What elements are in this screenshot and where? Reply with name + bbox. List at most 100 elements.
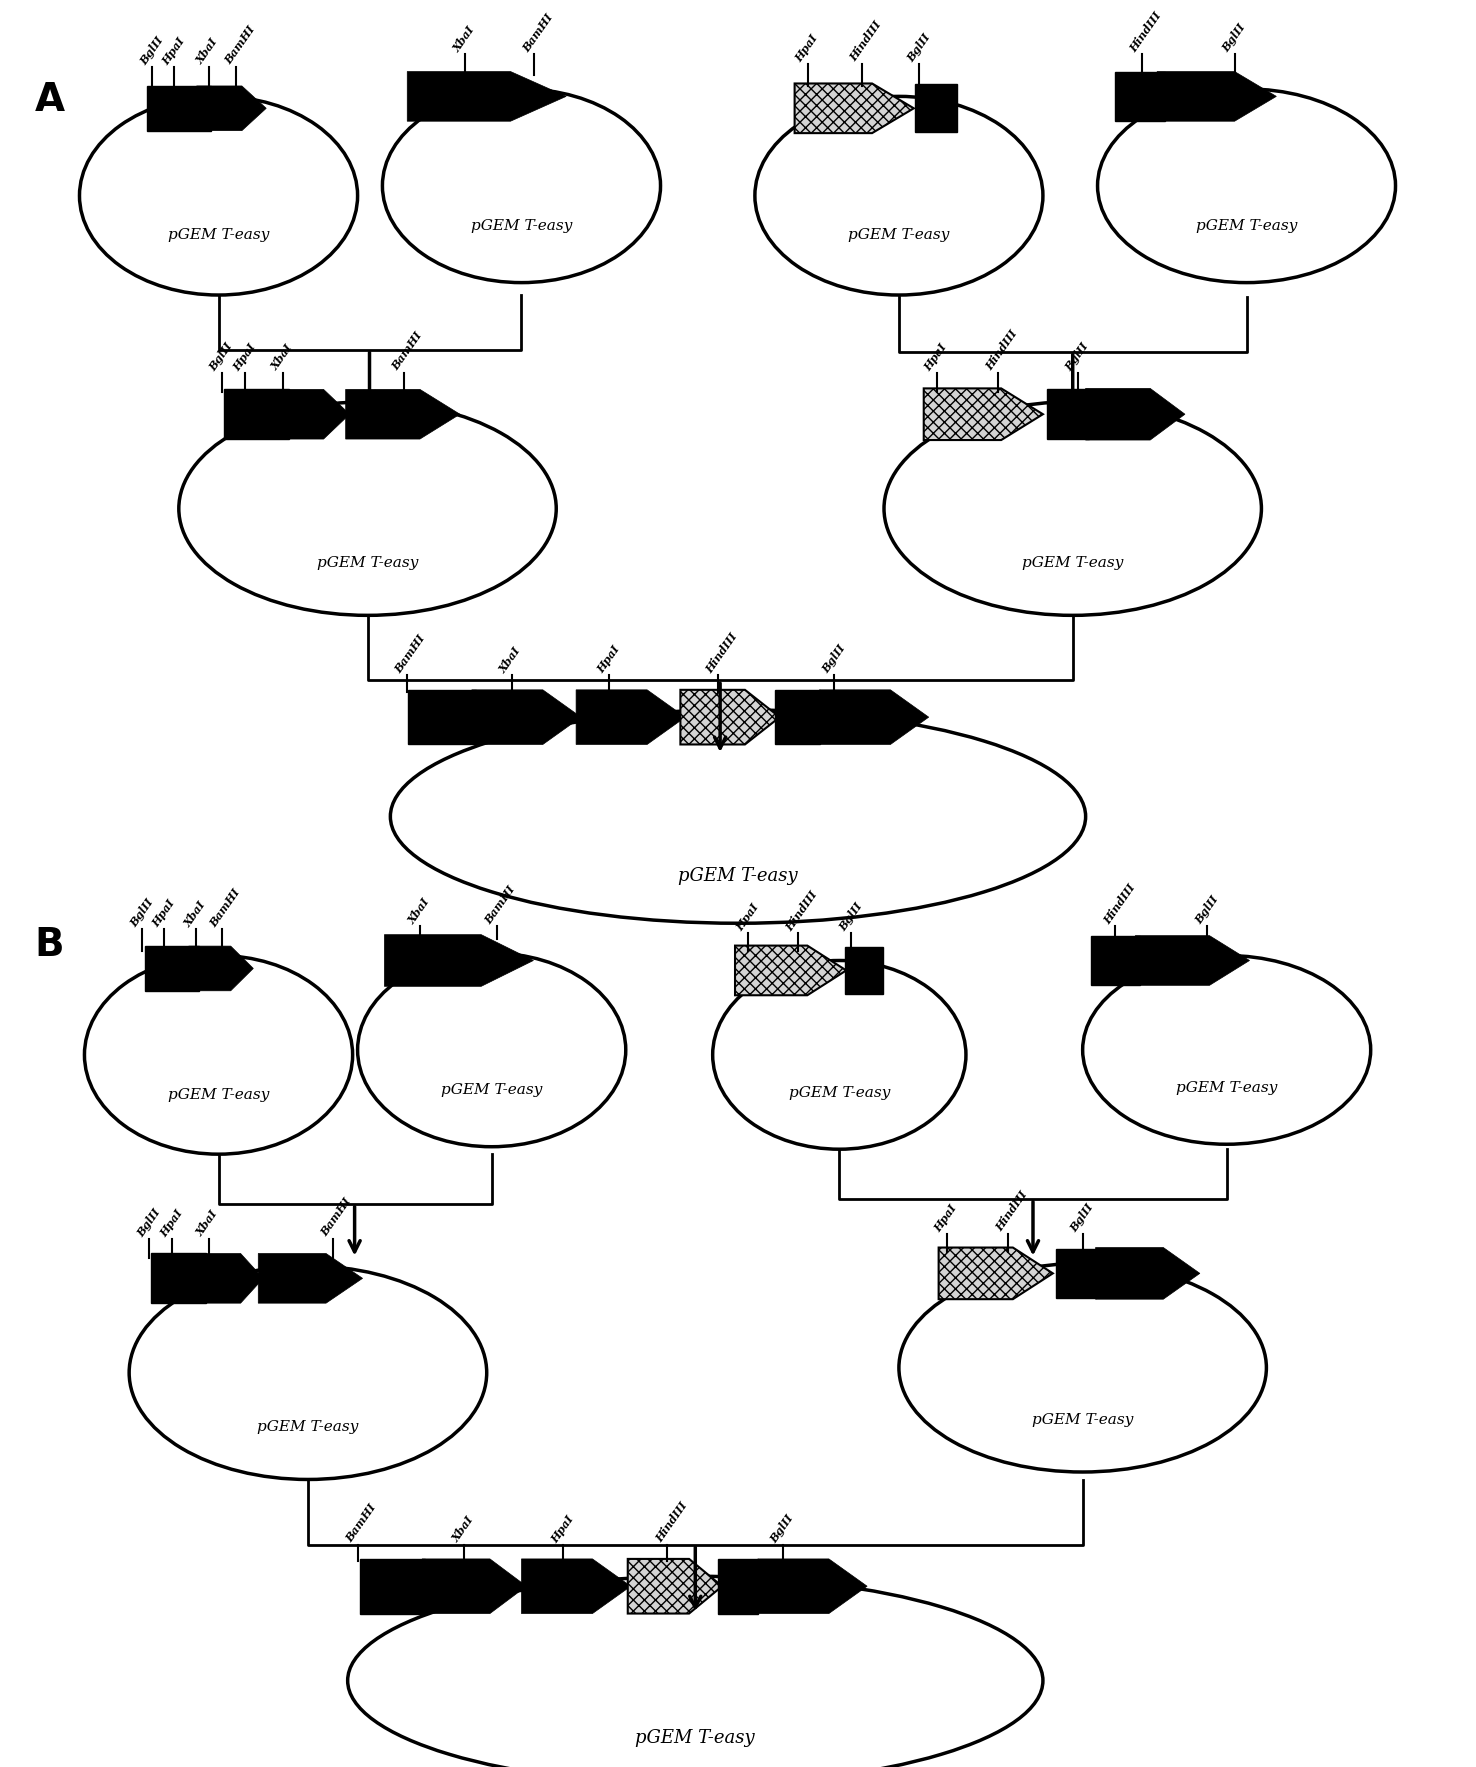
Text: BglII: BglII [837, 899, 865, 933]
Polygon shape [345, 389, 461, 438]
Text: HpaI: HpaI [159, 35, 186, 67]
Text: BglII: BglII [821, 643, 847, 675]
Text: pGEM T-easy: pGEM T-easy [168, 228, 269, 242]
Polygon shape [472, 689, 582, 744]
Text: XbaI: XbaI [195, 37, 220, 67]
Polygon shape [819, 689, 928, 744]
Text: BamHI: BamHI [483, 884, 517, 926]
Text: XbaI: XbaI [195, 1209, 220, 1239]
Polygon shape [258, 1253, 363, 1302]
Polygon shape [199, 1253, 263, 1302]
Bar [360, 1558, 425, 1613]
Text: HindIII: HindIII [984, 329, 1020, 373]
Polygon shape [1135, 937, 1250, 986]
Text: pGEM T-easy: pGEM T-easy [636, 1730, 756, 1748]
Text: HpaI: HpaI [794, 32, 821, 64]
Polygon shape [521, 1558, 630, 1613]
Text: XbaI: XbaI [406, 896, 432, 926]
Bar [846, 947, 883, 995]
Text: HindIII: HindIII [654, 1500, 689, 1544]
Polygon shape [627, 1558, 722, 1613]
Polygon shape [384, 935, 533, 986]
Text: HpaI: HpaI [151, 898, 177, 929]
Text: BamHI: BamHI [390, 330, 425, 373]
Bar [1091, 937, 1141, 986]
Text: HindIII: HindIII [704, 631, 739, 675]
Text: HindIII: HindIII [784, 889, 819, 933]
Text: HindIII: HindIII [995, 1189, 1030, 1233]
Bar [1046, 389, 1089, 438]
Polygon shape [196, 87, 266, 131]
Text: pGEM T-easy: pGEM T-easy [849, 228, 949, 242]
Text: pGEM T-easy: pGEM T-easy [1196, 219, 1297, 233]
Polygon shape [275, 389, 350, 438]
Text: HpaI: HpaI [232, 341, 258, 373]
Text: HpaI: HpaI [922, 341, 949, 373]
Text: pGEM T-easy: pGEM T-easy [788, 1085, 890, 1099]
Text: pGEM T-easy: pGEM T-easy [1021, 557, 1123, 571]
Text: BglII: BglII [139, 34, 165, 67]
Text: HpaI: HpaI [734, 901, 760, 933]
Bar [775, 689, 821, 744]
Text: BamHI: BamHI [521, 11, 555, 53]
Text: BglII: BglII [1193, 894, 1221, 926]
Bar [152, 1253, 207, 1302]
Text: HpaI: HpaI [933, 1202, 959, 1233]
Bar [915, 85, 956, 133]
Text: HindIII: HindIII [1128, 9, 1165, 53]
Text: HindIII: HindIII [1101, 882, 1137, 926]
Text: B: B [35, 926, 65, 963]
Text: HpaI: HpaI [595, 643, 621, 675]
Text: XbaI: XbaI [497, 645, 523, 675]
Text: BglII: BglII [1221, 21, 1247, 53]
Polygon shape [189, 945, 254, 991]
Polygon shape [1095, 1248, 1200, 1299]
Polygon shape [924, 389, 1044, 440]
Polygon shape [422, 1558, 527, 1613]
Text: pGEM T-easy: pGEM T-easy [441, 1083, 542, 1097]
Text: BglII: BglII [1064, 339, 1091, 373]
Text: HindIII: HindIII [849, 19, 884, 64]
Text: BglII: BglII [769, 1513, 796, 1544]
Bar [1055, 1249, 1095, 1299]
Text: BamHI: BamHI [223, 25, 257, 67]
Polygon shape [680, 689, 779, 744]
Text: BglII: BglII [905, 32, 931, 64]
Text: pGEM T-easy: pGEM T-easy [677, 868, 799, 885]
Text: pGEM T-easy: pGEM T-easy [168, 1087, 269, 1101]
Text: BamHI: BamHI [319, 1196, 353, 1239]
Text: pGEM T-easy: pGEM T-easy [1176, 1081, 1277, 1094]
Text: pGEM T-easy: pGEM T-easy [257, 1421, 359, 1435]
Text: XbaI: XbaI [182, 899, 207, 929]
Text: pGEM T-easy: pGEM T-easy [317, 557, 418, 571]
Polygon shape [939, 1248, 1052, 1299]
Text: XbaI: XbaI [269, 343, 295, 373]
Text: BglII: BglII [208, 339, 235, 373]
Bar [224, 389, 289, 438]
Text: BglII: BglII [128, 896, 155, 929]
Bar [1116, 71, 1165, 122]
Text: pGEM T-easy: pGEM T-easy [1032, 1414, 1134, 1428]
Bar [719, 1558, 757, 1613]
Text: HpaI: HpaI [158, 1207, 184, 1239]
Text: XbaI: XbaI [450, 23, 477, 53]
Polygon shape [735, 945, 846, 995]
Polygon shape [1086, 389, 1185, 440]
Text: BamHI: BamHI [393, 633, 428, 675]
Text: BglII: BglII [1069, 1202, 1097, 1233]
Polygon shape [1157, 71, 1277, 122]
Text: BamHI: BamHI [208, 887, 242, 929]
Text: BglII: BglII [134, 1207, 162, 1239]
Text: A: A [35, 81, 65, 120]
Bar [145, 945, 199, 991]
Bar [409, 689, 475, 744]
Polygon shape [757, 1558, 866, 1613]
Text: XbaI: XbaI [450, 1514, 475, 1544]
Text: pGEM T-easy: pGEM T-easy [471, 219, 573, 233]
Text: BamHI: BamHI [344, 1502, 378, 1544]
Polygon shape [794, 83, 914, 133]
Polygon shape [576, 689, 685, 744]
Polygon shape [407, 71, 567, 122]
Text: HpaI: HpaI [549, 1513, 576, 1544]
Bar [146, 87, 211, 131]
